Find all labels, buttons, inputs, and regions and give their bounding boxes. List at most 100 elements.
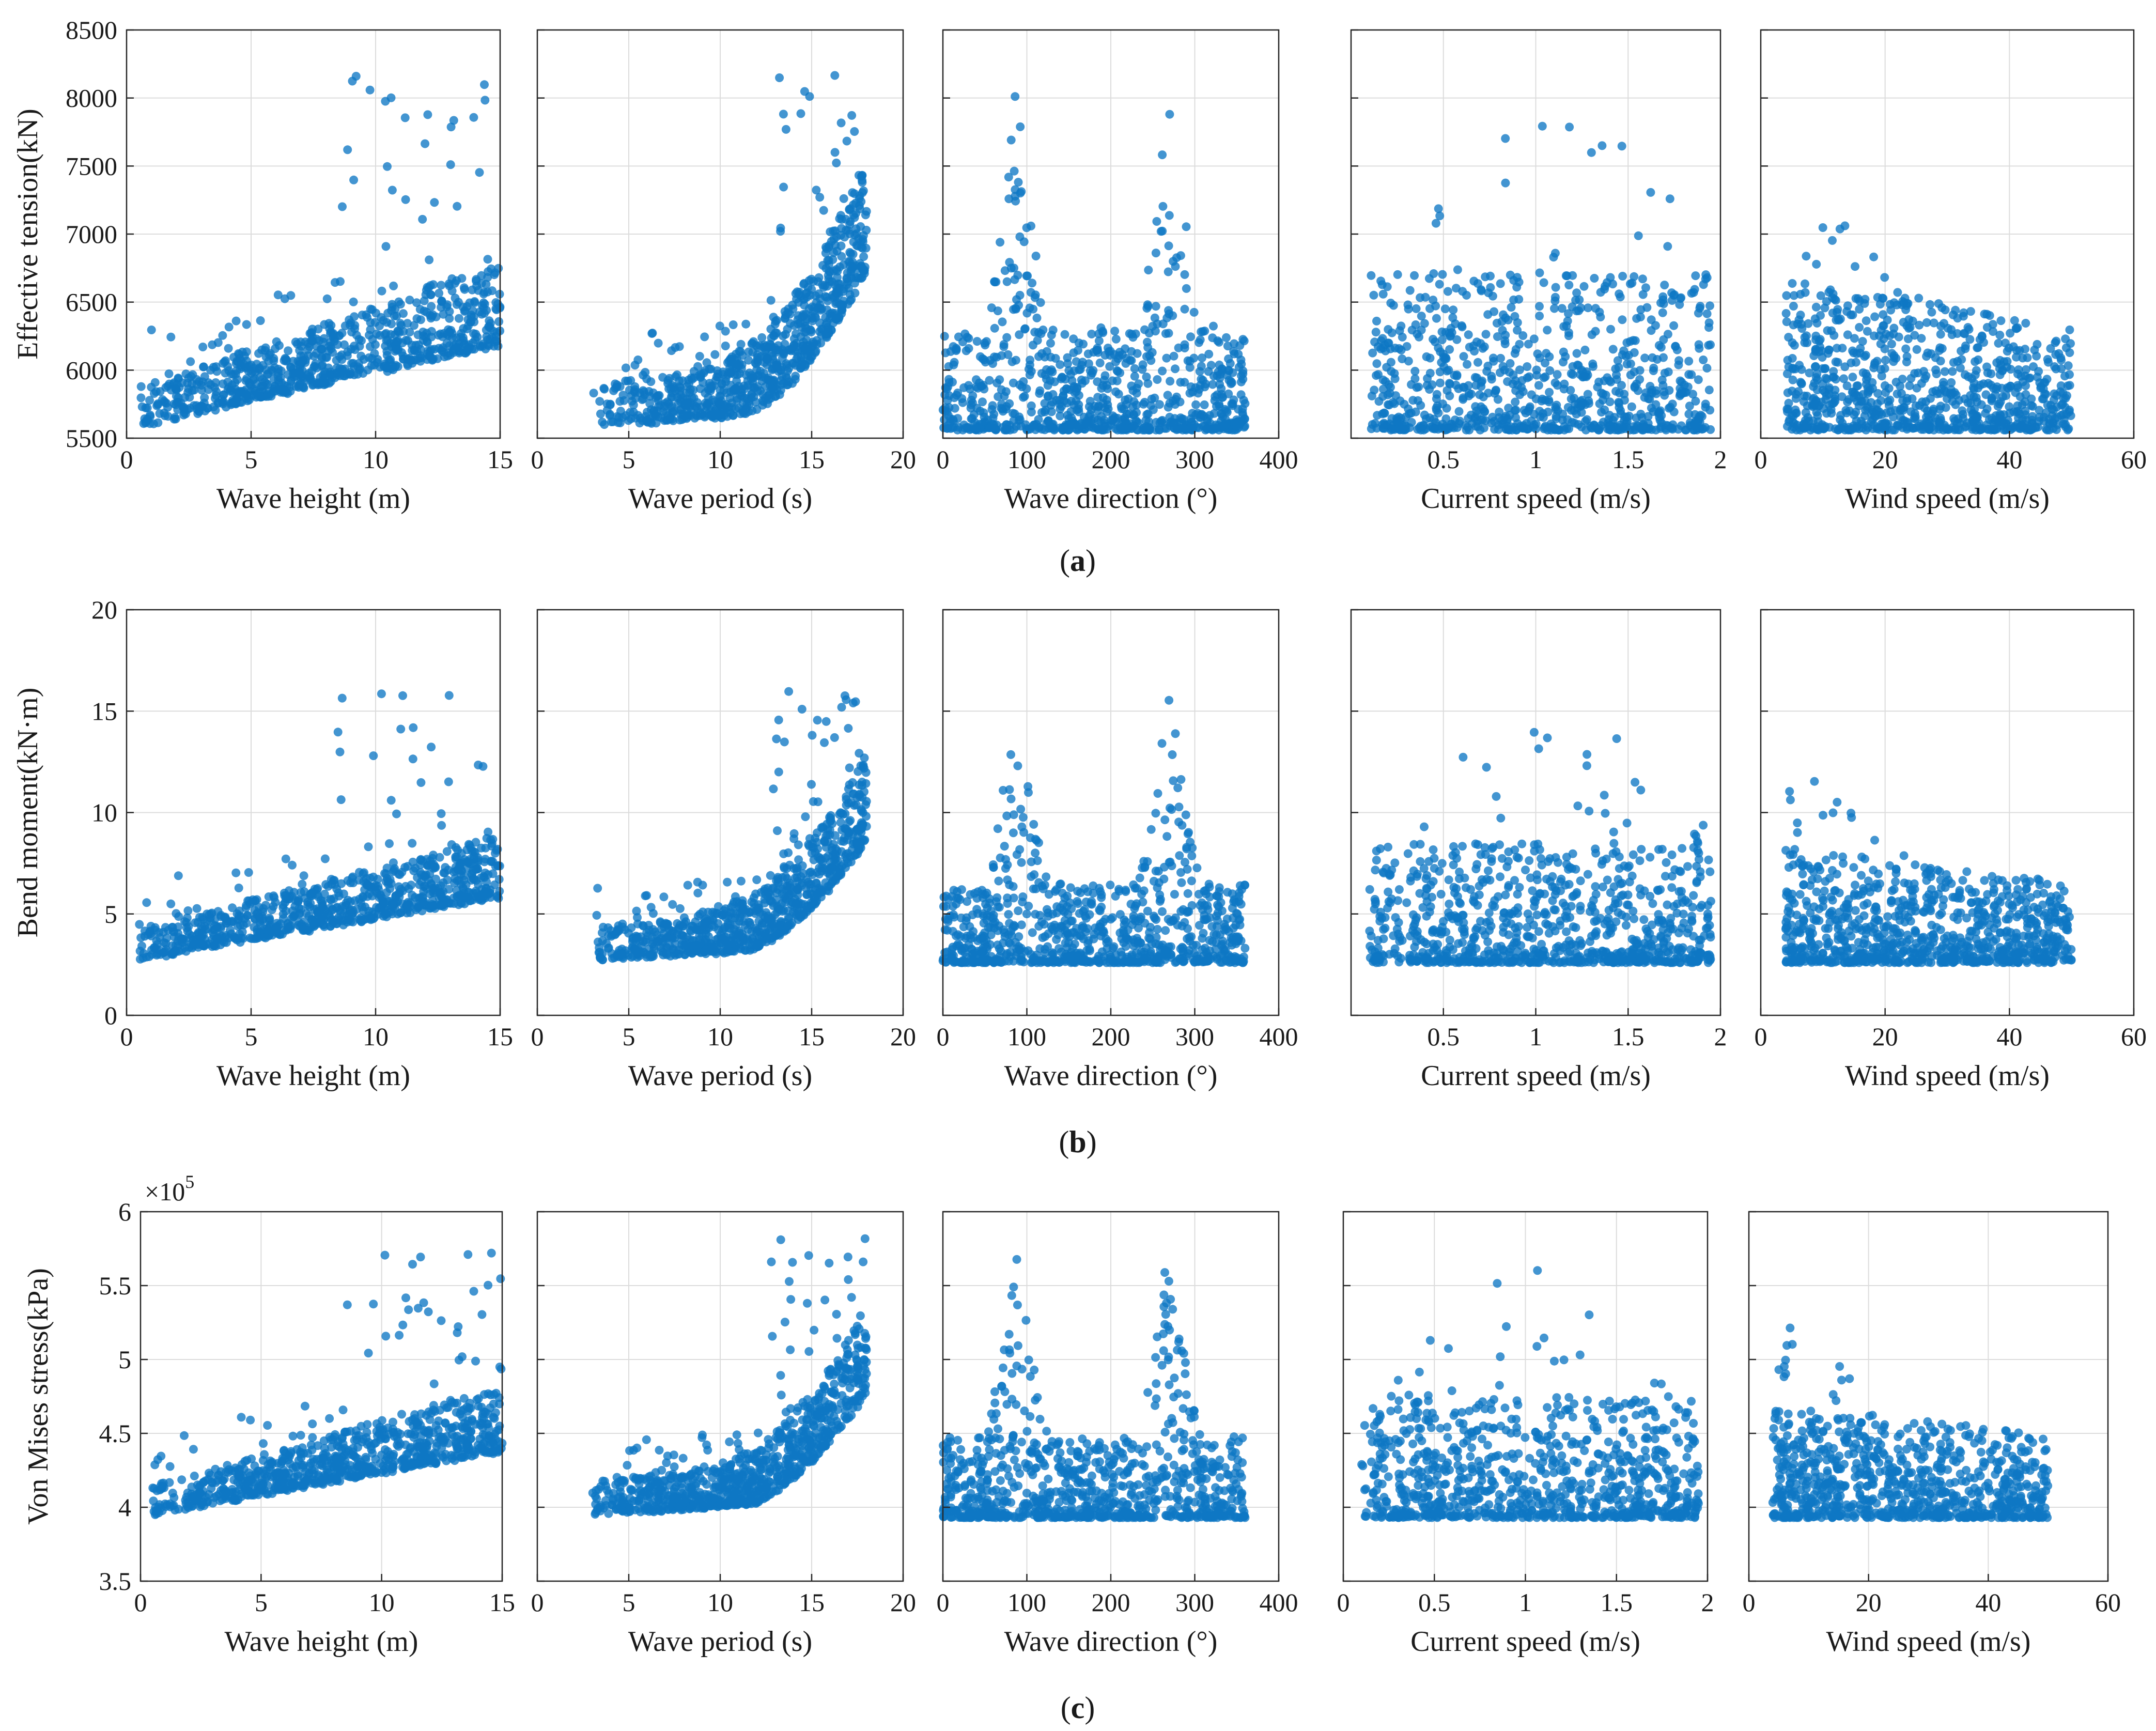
data-point (1788, 375, 1797, 384)
data-point (1128, 386, 1138, 395)
data-point (1694, 340, 1703, 349)
data-point (999, 342, 1009, 351)
data-point (834, 316, 843, 324)
data-point (1701, 403, 1710, 412)
data-point (1138, 365, 1147, 374)
data-point (1706, 425, 1715, 434)
data-point (769, 331, 778, 340)
data-point (1401, 422, 1410, 431)
data-point (311, 359, 320, 368)
data-point (772, 385, 782, 394)
data-point (337, 693, 347, 703)
data-point (1061, 420, 1071, 429)
data-point (682, 395, 691, 404)
data-point (1022, 223, 1031, 233)
data-point (409, 723, 418, 732)
data-point (1378, 424, 1388, 433)
data-point (430, 198, 439, 207)
data-point (1539, 278, 1548, 287)
data-point (1940, 367, 1949, 376)
data-point (299, 871, 308, 880)
data-point (1376, 344, 1386, 353)
data-point (1110, 327, 1120, 336)
data-point (1459, 352, 1468, 361)
data-point (439, 329, 448, 338)
data-point (1464, 330, 1473, 339)
data-point (1001, 405, 1011, 414)
data-point (1153, 375, 1162, 384)
data-point (1180, 270, 1189, 279)
data-point (286, 291, 296, 300)
data-point (662, 407, 671, 416)
x-tick-label: 2 (1714, 445, 1727, 474)
data-point (854, 171, 863, 180)
data-point (1419, 421, 1428, 430)
data-point (1232, 415, 1241, 424)
data-point (1106, 420, 1115, 429)
data-point (244, 868, 253, 877)
data-point (1574, 361, 1583, 370)
data-point (1374, 370, 1383, 379)
data-point (1617, 142, 1626, 151)
data-point (1011, 196, 1020, 206)
data-point (1789, 291, 1798, 300)
data-point (1684, 357, 1694, 366)
data-point (781, 125, 790, 134)
data-point (1995, 331, 2005, 339)
data-point (860, 266, 869, 275)
data-point (448, 346, 458, 355)
data-point (1884, 384, 1894, 393)
data-point (1981, 390, 1991, 399)
data-point (1820, 364, 1829, 374)
data-point (1511, 376, 1520, 385)
data-point (1194, 423, 1203, 432)
data-point (198, 343, 208, 351)
data-point (1073, 346, 1082, 355)
y-tick-label: 7500 (66, 151, 117, 180)
data-point (1595, 399, 1604, 408)
data-point (1875, 407, 1884, 416)
data-point (1881, 356, 1890, 365)
data-point (1387, 367, 1396, 376)
data-point (821, 249, 830, 258)
data-point (1142, 352, 1151, 361)
data-point (1535, 268, 1544, 277)
data-point (452, 300, 461, 309)
scatter-series (1781, 221, 2075, 435)
data-point (663, 379, 673, 388)
data-point (1934, 299, 1943, 308)
data-point (1618, 315, 1627, 324)
data-point (315, 336, 324, 345)
data-point (255, 373, 265, 382)
data-point (1855, 348, 1865, 358)
data-point (1783, 356, 1792, 365)
data-point (1822, 297, 1831, 306)
data-point (1927, 307, 1936, 317)
data-point (781, 330, 790, 339)
data-point (1965, 335, 1975, 344)
data-point (1624, 351, 1633, 360)
data-point (837, 224, 846, 233)
data-point (199, 398, 209, 408)
data-point (296, 351, 305, 360)
data-point (1922, 318, 1931, 327)
data-point (815, 294, 825, 303)
data-point (1803, 338, 1812, 347)
data-point (416, 778, 426, 787)
data-point (1060, 330, 1069, 339)
data-point (226, 387, 235, 396)
data-point (1438, 270, 1447, 279)
data-point (1532, 365, 1541, 375)
data-point (2065, 325, 2074, 334)
data-point (186, 357, 195, 366)
data-point (838, 300, 847, 310)
data-point (273, 290, 283, 300)
data-point (1618, 272, 1627, 281)
data-point (811, 348, 820, 357)
data-point (645, 392, 655, 401)
data-point (429, 280, 438, 289)
data-point (1993, 401, 2003, 411)
data-point (1550, 378, 1560, 388)
data-point (1059, 391, 1068, 400)
data-point (1591, 327, 1600, 336)
